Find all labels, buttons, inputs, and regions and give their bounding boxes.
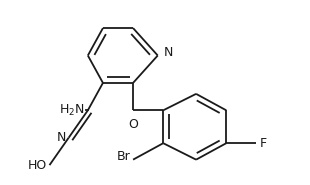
Text: N: N: [56, 131, 66, 144]
Text: N: N: [164, 46, 173, 59]
Text: O: O: [128, 118, 138, 131]
Text: Br: Br: [117, 150, 130, 163]
Text: F: F: [260, 137, 267, 150]
Text: HO: HO: [28, 159, 47, 172]
Text: H$_2$N: H$_2$N: [59, 103, 85, 118]
